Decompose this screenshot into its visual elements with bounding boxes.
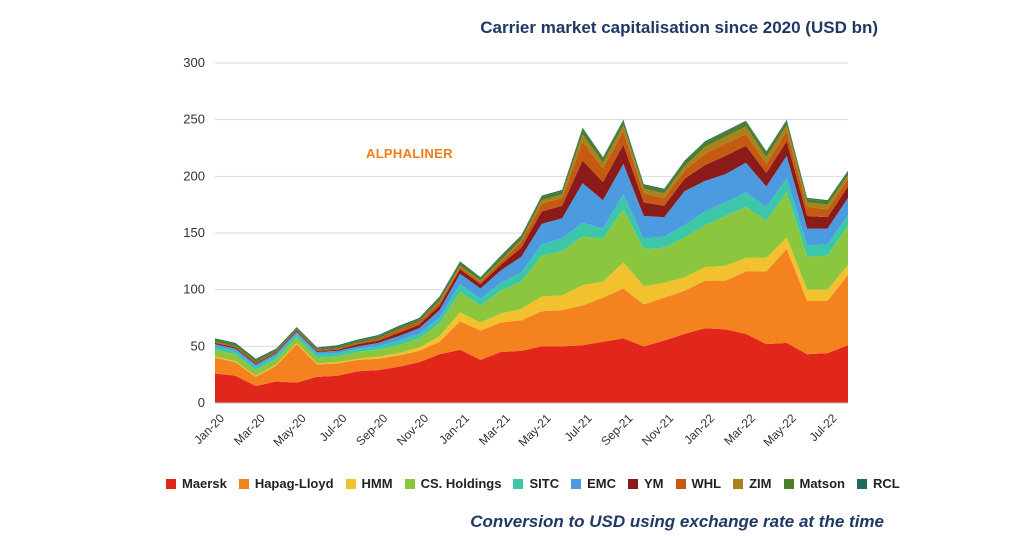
x-tick-label: Sep-20 (353, 411, 390, 448)
series-area-hmm (215, 237, 848, 377)
x-tick-label: Mar-22 (721, 411, 758, 448)
legend-item: RCL (857, 476, 900, 491)
legend-label: Hapag-Lloyd (254, 476, 334, 491)
legend-swatch (345, 478, 356, 489)
legend-label: EMC (587, 476, 616, 491)
watermark: ALPHALINER (366, 146, 453, 161)
footnote: Conversion to USD using exchange rate at… (470, 512, 884, 531)
legend-item: SITC (513, 476, 559, 491)
x-tick-label: Nov-20 (394, 411, 431, 448)
y-tick-label: 0 (198, 395, 205, 410)
legend-item: Maersk (166, 476, 227, 491)
x-tick-label: Nov-21 (639, 411, 676, 448)
legend-item: WHL (675, 476, 722, 491)
x-tick-label: May-22 (761, 411, 799, 449)
chart-title: Carrier market capitalisation since 2020… (480, 18, 878, 37)
legend-swatch (404, 478, 415, 489)
x-tick-label: Mar-20 (231, 411, 268, 448)
x-tick-label: May-21 (516, 411, 554, 449)
series-areas (215, 119, 848, 403)
legend-label: HMM (361, 476, 393, 491)
legend-label: Maersk (182, 476, 227, 491)
legend-item: ZIM (733, 476, 772, 491)
legend-label: RCL (873, 476, 900, 491)
y-tick-label: 50 (191, 338, 205, 353)
legend-item: Hapag-Lloyd (238, 476, 334, 491)
legend-item: Matson (783, 476, 846, 491)
x-tick-label: Jul-22 (807, 411, 840, 444)
x-tick-label: May-20 (271, 411, 309, 449)
legend-swatch (733, 478, 744, 489)
x-tick-label: Jan-21 (436, 411, 472, 447)
y-tick-label: 200 (183, 168, 205, 183)
x-tick-label: Jan-20 (191, 411, 227, 447)
legend-swatch (783, 478, 794, 489)
y-tick-label: 100 (183, 282, 205, 297)
legend-item: YM (628, 476, 664, 491)
y-tick-label: 150 (183, 225, 205, 240)
series-area-sitc (215, 178, 848, 371)
x-tick-label: Mar-21 (476, 411, 513, 448)
legend-label: CS. Holdings (420, 476, 502, 491)
x-tick-label: Sep-21 (598, 411, 635, 448)
series-area-maersk (215, 328, 848, 403)
legend-label: WHL (691, 476, 722, 491)
y-tick-label: 300 (183, 55, 205, 70)
x-tick-label: Jan-22 (681, 411, 717, 447)
legend-swatch (513, 478, 524, 489)
legend-swatch (166, 478, 176, 489)
legend-swatch (857, 478, 867, 489)
y-tick-label: 250 (183, 112, 205, 127)
x-tick-label: Jul-21 (562, 411, 595, 444)
legend-swatch (675, 478, 686, 489)
legend: Maersk Hapag-Lloyd HMM CS. Holdings SITC EMC Y… (166, 476, 912, 491)
legend-item: HMM (345, 476, 393, 491)
legend-swatch (571, 478, 582, 489)
legend-label: ZIM (749, 476, 772, 491)
legend-label: Matson (799, 476, 846, 491)
legend-label: SITC (529, 476, 560, 491)
series-area-cs-holdings (215, 192, 848, 376)
legend-swatch (628, 478, 638, 489)
legend-swatch (238, 478, 249, 489)
legend-label: YM (644, 476, 664, 491)
legend-item: EMC (571, 476, 616, 491)
series-area-hapag-lloyd (215, 248, 848, 386)
x-tick-label: Jul-20 (317, 411, 350, 444)
series-area-emc (215, 155, 848, 367)
legend-item: CS. Holdings (404, 476, 502, 491)
